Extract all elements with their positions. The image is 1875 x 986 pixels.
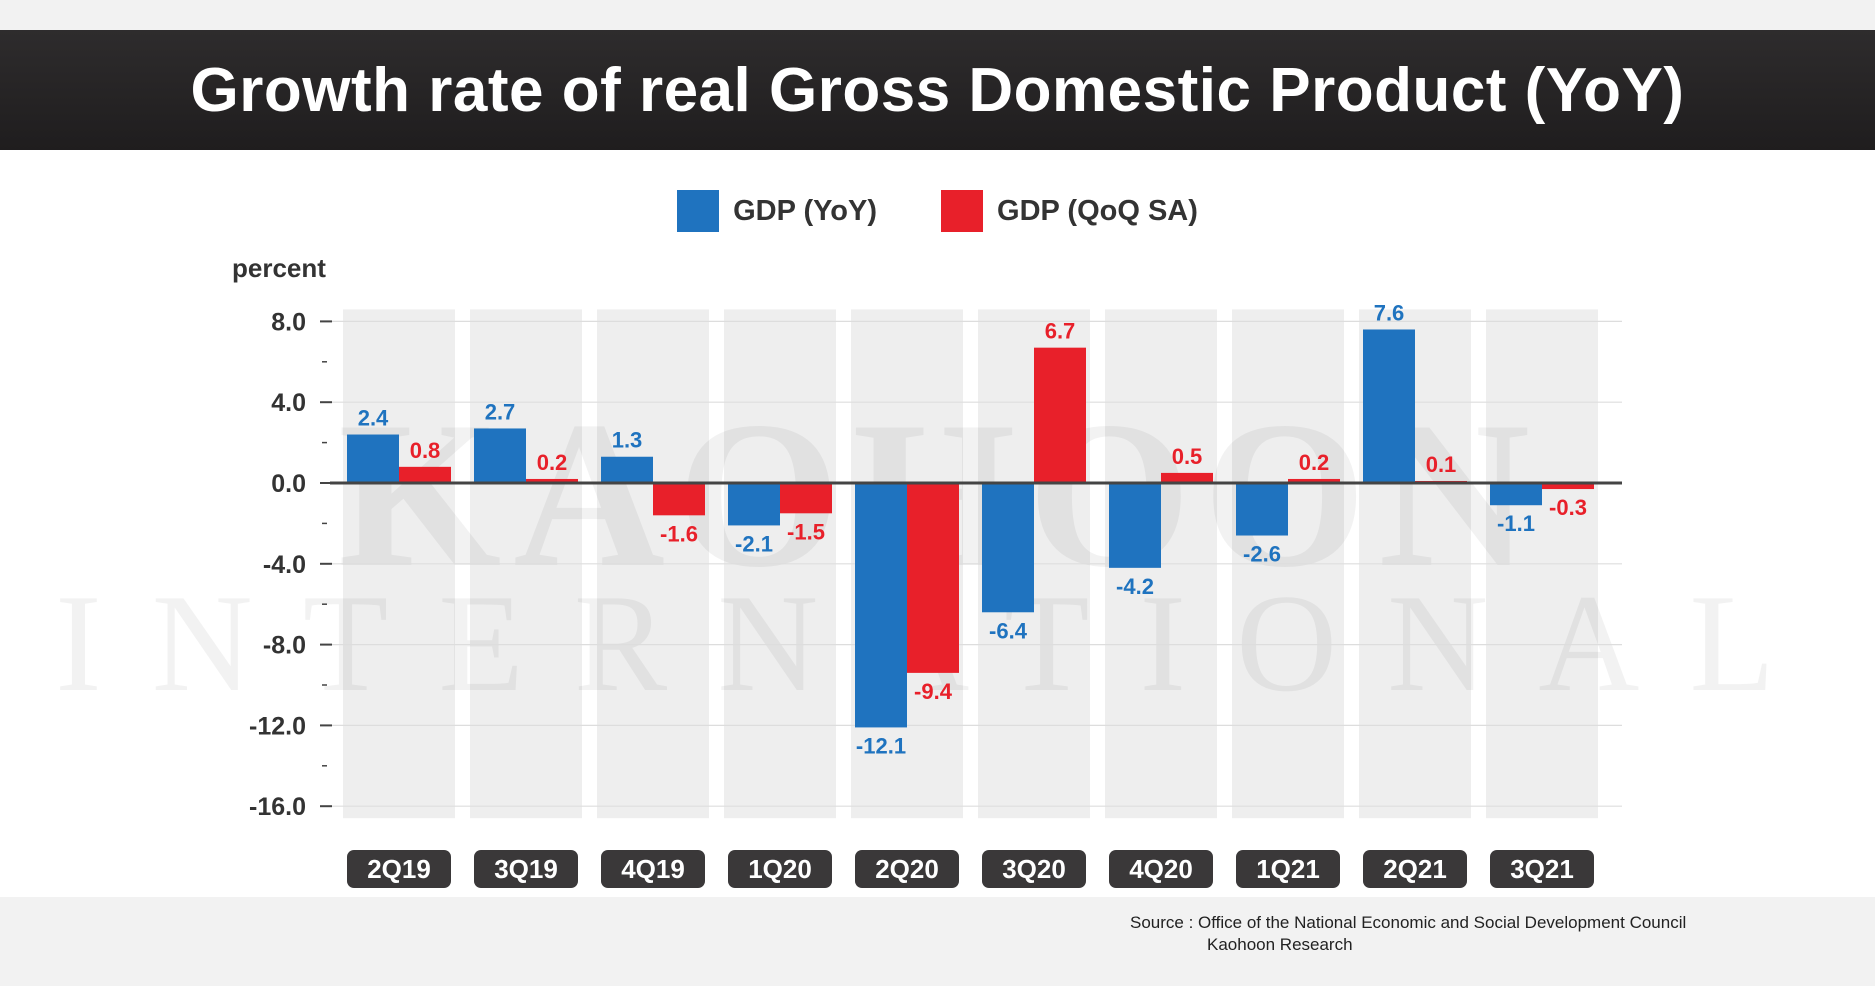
bar-qoq	[1542, 483, 1594, 490]
legend-label-yoy: GDP (YoY)	[733, 194, 878, 227]
legend-swatch-qoq	[941, 190, 984, 232]
bar-chart: KAOHOONINTERNATIONAL8.04.00.0-4.0-8.0-12…	[55, 253, 1775, 888]
top-strip	[0, 0, 1875, 30]
y-axis-label: percent	[232, 253, 326, 283]
data-label-qoq: 0.2	[537, 450, 568, 475]
y-tick-label: -8.0	[263, 632, 306, 660]
data-label-qoq: -1.5	[787, 519, 825, 544]
y-tick-label: -4.0	[263, 551, 306, 579]
data-label-yoy: -4.2	[1116, 574, 1154, 599]
bar-yoy	[982, 483, 1034, 613]
data-label-qoq: 0.5	[1172, 444, 1203, 469]
data-label-qoq: 0.2	[1299, 450, 1330, 475]
bar-qoq	[653, 483, 705, 516]
category-pill	[601, 850, 705, 888]
chart-title: Growth rate of real Gross Domestic Produ…	[190, 55, 1685, 125]
data-label-qoq: -9.4	[914, 679, 953, 704]
legend-item-qoq: GDP (QoQ SA)	[941, 190, 1198, 232]
category-pill	[1363, 850, 1467, 888]
data-label-yoy: -12.1	[856, 733, 906, 758]
bar-yoy	[1363, 329, 1415, 483]
bar-yoy	[1109, 483, 1161, 568]
bar-qoq	[1161, 472, 1213, 483]
y-tick-label: 4.0	[271, 389, 306, 417]
data-label-qoq: -0.3	[1549, 495, 1587, 520]
bar-yoy	[855, 483, 907, 728]
bar-qoq	[780, 483, 832, 514]
data-label-qoq: 0.1	[1426, 452, 1457, 477]
y-tick-label: -12.0	[249, 712, 306, 740]
category-pill	[474, 850, 578, 888]
bar-yoy	[347, 434, 399, 483]
bar-qoq	[526, 478, 578, 483]
footer	[0, 897, 1875, 986]
x-tick-label: 2Q19	[367, 854, 431, 884]
bar-yoy	[728, 483, 780, 526]
legend-label-qoq: GDP (QoQ SA)	[997, 194, 1198, 227]
bar-qoq	[1288, 478, 1340, 483]
bar-qoq	[907, 483, 959, 673]
x-tick-label: 2Q21	[1383, 854, 1447, 884]
category-pill	[855, 850, 959, 888]
data-label-yoy: -2.6	[1243, 542, 1281, 567]
x-tick-label: 3Q21	[1510, 854, 1574, 884]
category-pill	[1490, 850, 1594, 888]
data-label-qoq: -1.6	[660, 521, 698, 546]
bar-qoq	[1034, 347, 1086, 483]
data-label-yoy: -6.4	[989, 618, 1028, 643]
title-bar: Growth rate of real Gross Domestic Produ…	[0, 30, 1875, 150]
bar-yoy	[1490, 483, 1542, 506]
data-label-yoy: -1.1	[1497, 511, 1535, 536]
x-tick-label: 4Q19	[621, 854, 685, 884]
source-line-1: Source : Office of the National Economic…	[1130, 913, 1687, 932]
y-tick-label: 0.0	[271, 470, 306, 498]
x-tick-label: 2Q20	[875, 854, 939, 884]
x-tick-label: 3Q20	[1002, 854, 1066, 884]
data-label-yoy: 2.7	[485, 399, 516, 424]
data-label-yoy: 1.3	[612, 428, 643, 453]
x-tick-label: 4Q20	[1129, 854, 1193, 884]
category-pill	[347, 850, 451, 888]
x-tick-label: 1Q21	[1256, 854, 1320, 884]
data-label-yoy: -2.1	[735, 531, 773, 556]
legend-swatch-yoy	[677, 190, 720, 232]
y-tick-label: 8.0	[271, 308, 306, 336]
data-label-yoy: 7.6	[1374, 300, 1405, 325]
bar-yoy	[601, 456, 653, 483]
legend: GDP (YoY) GDP (QoQ SA)	[0, 190, 1875, 232]
source-note: Source : Office of the National Economic…	[1130, 912, 1686, 956]
x-tick-label: 1Q20	[748, 854, 812, 884]
bar-yoy	[474, 428, 526, 483]
category-pill	[1109, 850, 1213, 888]
category-pill	[1236, 850, 1340, 888]
data-label-qoq: 6.7	[1045, 319, 1076, 344]
bar-yoy	[1236, 483, 1288, 536]
legend-item-yoy: GDP (YoY)	[677, 190, 877, 232]
x-tick-label: 3Q19	[494, 854, 558, 884]
source-line-2: Kaohoon Research	[1207, 935, 1353, 954]
category-pill	[728, 850, 832, 888]
category-pill	[982, 850, 1086, 888]
bar-qoq	[399, 466, 451, 483]
y-tick-label: -16.0	[249, 793, 306, 821]
data-label-qoq: 0.8	[410, 438, 441, 463]
data-label-yoy: 2.4	[358, 406, 389, 431]
